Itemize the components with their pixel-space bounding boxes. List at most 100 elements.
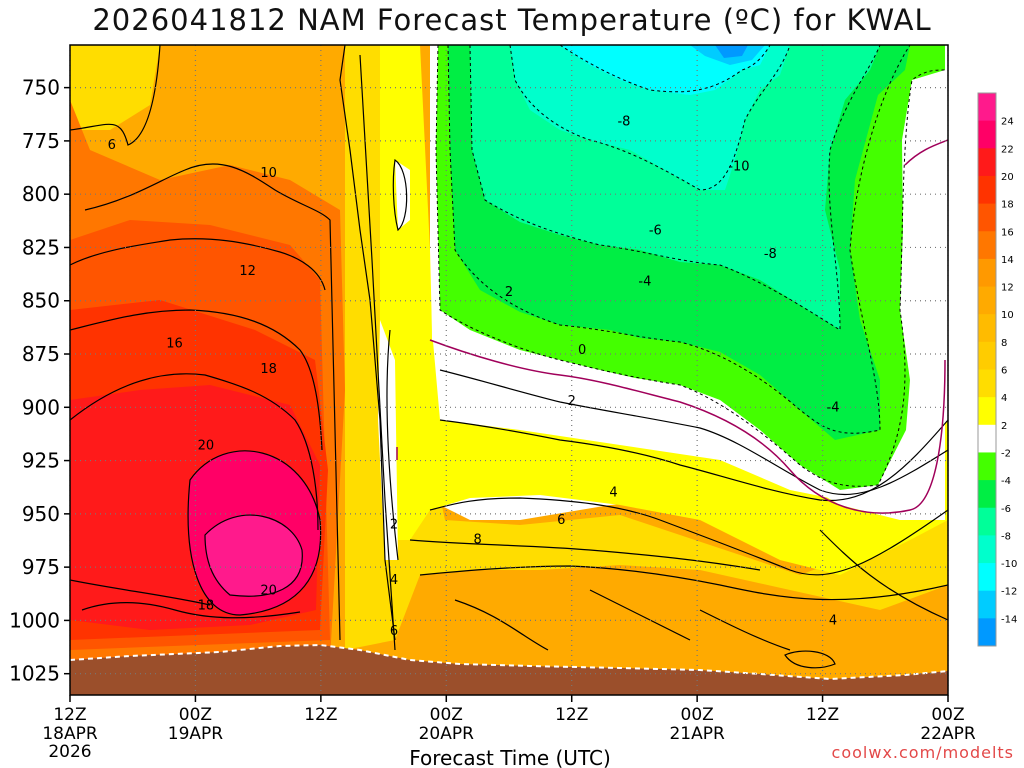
x-tick-label-2: 12Z [304, 705, 337, 725]
contour-label-17: -4 [638, 275, 651, 290]
colorbar-label-6: 12 [1001, 283, 1014, 294]
colorbar-swatch-1 [978, 120, 996, 149]
filled-contours [70, 45, 948, 695]
colorbar-label-17: -12 [1001, 587, 1017, 598]
x-tick-label-6: 12Z [806, 705, 839, 725]
colorbar-swatch-13 [978, 452, 996, 481]
colorbar-swatch-6 [978, 258, 996, 288]
colorbar-label-11: 2 [1001, 421, 1007, 432]
contour-label-7: 18 [198, 598, 215, 613]
colorbar-swatch-7 [978, 286, 996, 315]
y-tick-label-1: 775 [22, 129, 60, 153]
colorbar-swatch-14 [978, 480, 996, 509]
contour-label-2: 12 [239, 264, 256, 279]
colorbar-swatch-3 [978, 175, 996, 205]
colorbar-label-1: 22 [1001, 144, 1014, 155]
colorbar-label-7: 10 [1001, 310, 1014, 321]
colorbar-swatch-8 [978, 314, 996, 343]
colorbar-swatch-0 [978, 93, 996, 122]
colorbar-label-10: 4 [1001, 393, 1007, 404]
colorbar-swatch-9 [978, 341, 996, 370]
colorbar-label-14: -6 [1001, 504, 1011, 515]
y-tick-label-8: 950 [22, 502, 60, 526]
contour-label-12: 6 [557, 513, 565, 528]
x-date-label-5: 21APR [669, 724, 725, 744]
x-date-label-1: 19APR [168, 724, 224, 744]
contour-label-10: 6 [390, 624, 398, 639]
y-tick-label-9: 975 [22, 555, 60, 579]
y-tick-label-10: 1000 [9, 608, 60, 632]
colorbar-label-4: 16 [1001, 227, 1014, 238]
x-tick-label-3: 00Z [430, 705, 463, 725]
colorbar-swatch-12 [978, 424, 996, 453]
colorbar-swatch-19 [978, 618, 996, 647]
contour-label-11: 8 [474, 532, 482, 547]
colorbar-swatch-5 [978, 231, 996, 260]
y-tick-label-0: 750 [22, 76, 60, 100]
x-date-label-3: 20APR [419, 724, 475, 744]
colorbar-swatch-10 [978, 369, 996, 398]
x-year-label-0: 2026 [48, 742, 91, 762]
colorbar-label-9: 6 [1001, 366, 1007, 377]
x-date-label-7: 22APR [920, 724, 976, 744]
contour-label-19: -8 [617, 115, 630, 130]
colorbar-swatch-2 [978, 148, 996, 177]
plot-frame [69, 44, 949, 696]
colorbar-label-13: -4 [1001, 476, 1011, 487]
x-tick-label-5: 00Z [681, 705, 714, 725]
contour-label-13: 4 [609, 486, 617, 501]
chart-title: 2026041812 NAM Forecast Temperature (ºC)… [92, 3, 932, 37]
y-tick-label-6: 900 [22, 395, 60, 419]
contour-label-5: 20 [198, 439, 215, 454]
colorbar-swatch-11 [978, 397, 996, 426]
x-axis-label: Forecast Time (UTC) [409, 746, 611, 768]
contour-label-16: 2 [505, 285, 513, 300]
x-date-label-0: 18APR [42, 724, 98, 744]
colorbar-frame [977, 92, 997, 647]
contour-label-22: -4 [827, 400, 840, 415]
colorbar-label-2: 20 [1001, 172, 1014, 183]
contour-label-20: -10 [728, 159, 749, 174]
y-tick-label-7: 925 [22, 449, 60, 473]
colorbar-label-8: 8 [1001, 338, 1007, 349]
colorbar-swatch-16 [978, 535, 996, 564]
colorbar-label-16: -10 [1001, 559, 1017, 570]
x-tick-label-1: 00Z [179, 705, 212, 725]
y-tick-label-4: 850 [22, 289, 60, 313]
contour-label-0: 6 [108, 138, 116, 153]
x-tick-label-0: 12Z [53, 705, 86, 725]
contour-label-15: 0 [578, 343, 586, 358]
colorbar: 24 22 20 18 16 14 12 10 8 6 4 2 -2 -4 -6 -8 -10 -12 -14 [977, 92, 1017, 647]
colorbar-label-18: -14 [1001, 614, 1017, 625]
site-credit: coolwx.com/modelts [831, 743, 1014, 762]
contour-label-21: -8 [764, 247, 777, 262]
colorbar-label-12: -2 [1001, 448, 1011, 459]
contour-label-9: 4 [390, 573, 398, 588]
contour-label-3: 16 [166, 336, 183, 351]
contour-label-18: -6 [649, 223, 662, 238]
contour-label-14: 2 [568, 394, 576, 409]
y-tick-label-5: 875 [22, 342, 60, 366]
colorbar-swatch-17 [978, 563, 996, 592]
y-tick-label-11: 1025 [9, 662, 60, 686]
contour-label-6: 20 [260, 584, 277, 599]
colorbar-swatch-4 [978, 203, 996, 232]
contour-label-4: 18 [260, 362, 277, 377]
colorbar-swatch-15 [978, 507, 996, 536]
colorbar-label-0: 24 [1001, 117, 1014, 128]
y-tick-label-2: 800 [22, 182, 60, 206]
axes: 750 775 800 825 850 875 900 925 950 975 1000 1025 12… [9, 76, 976, 762]
y-tick-label-3: 825 [22, 235, 60, 259]
colorbar-label-5: 14 [1001, 255, 1014, 266]
contour-label-1: 10 [260, 166, 277, 181]
x-tick-label-4: 12Z [555, 705, 588, 725]
colorbar-label-3: 18 [1001, 200, 1014, 211]
contour-label-8: 2 [390, 518, 398, 533]
x-tick-label-7: 00Z [931, 705, 964, 725]
colorbar-swatch-18 [978, 590, 996, 619]
contour-label-23: 4 [829, 613, 837, 628]
colorbar-label-15: -8 [1001, 531, 1011, 542]
